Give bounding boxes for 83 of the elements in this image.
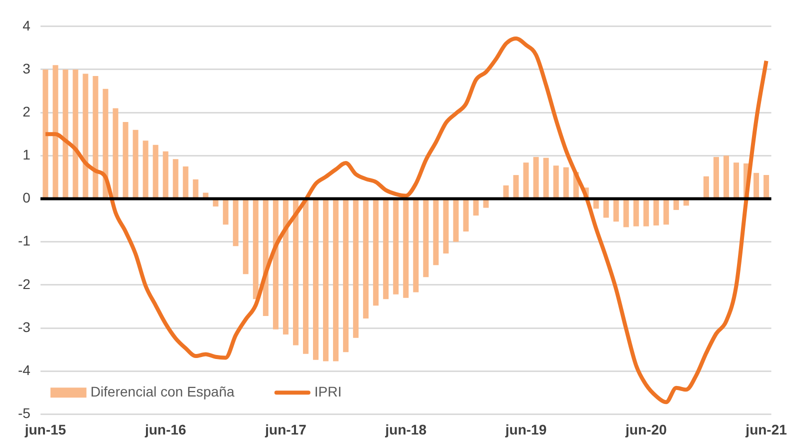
y-tick-label: 1: [22, 146, 31, 163]
bar: [503, 185, 509, 198]
legend-label: Diferencial con España: [90, 384, 235, 400]
bar: [533, 156, 539, 198]
bar: [42, 69, 48, 198]
y-tick-label: -5: [18, 405, 31, 422]
bar: [182, 166, 188, 198]
bar: [383, 200, 389, 300]
bar: [72, 69, 78, 198]
bar: [764, 175, 770, 198]
line-series: [43, 36, 768, 404]
x-tick-label: jun-16: [144, 421, 186, 438]
x-tick-label: jun-21: [744, 421, 788, 438]
bar: [162, 151, 168, 198]
bar: [553, 166, 559, 198]
bar: [132, 130, 138, 198]
bar: [292, 200, 298, 346]
x-tick-label: jun-15: [24, 421, 66, 438]
bar: [413, 200, 419, 292]
bar: [653, 200, 659, 226]
bar: [333, 200, 339, 362]
bar: [353, 200, 359, 338]
bar: [102, 88, 108, 198]
y-tick-label: -1: [18, 232, 31, 249]
bar: [453, 200, 459, 242]
bar: [82, 74, 88, 198]
bar: [323, 200, 329, 362]
bar: [663, 200, 669, 225]
bar: [52, 65, 58, 198]
legend-label: IPRI: [314, 384, 342, 400]
bar: [703, 176, 709, 198]
bar: [754, 172, 760, 198]
bar: [112, 108, 118, 198]
bar: [643, 200, 649, 226]
y-tick-label: 0: [22, 190, 31, 206]
bar: [172, 159, 178, 198]
x-tick-label: jun-19: [504, 421, 547, 438]
x-tick-label: jun-17: [264, 421, 307, 438]
bar: [463, 200, 469, 232]
bar: [142, 140, 148, 198]
bar: [62, 69, 68, 198]
bar: [713, 156, 719, 198]
bar: [92, 76, 98, 198]
bar: [443, 200, 449, 254]
bar: [543, 158, 549, 198]
bar: [513, 175, 519, 198]
y-tick-label: -3: [18, 318, 31, 335]
bar: [603, 200, 609, 218]
bar: [633, 200, 639, 226]
bar: [433, 200, 439, 266]
y-tick-label: 3: [22, 60, 31, 76]
x-tick-label: jun-18: [384, 421, 427, 438]
bar: [192, 179, 198, 198]
bar: [252, 200, 258, 300]
bar: [242, 200, 248, 274]
y-tick-label: 2: [22, 103, 31, 120]
bar: [623, 200, 629, 228]
bar: [734, 162, 740, 198]
bar: [282, 200, 288, 334]
bar: [202, 192, 208, 198]
bar: [393, 200, 399, 294]
bar: [272, 200, 278, 330]
bar: [423, 200, 429, 278]
bar: [403, 200, 409, 298]
bar: [363, 200, 369, 319]
bar: [613, 200, 619, 222]
bar: [523, 162, 529, 198]
bar: [152, 144, 158, 198]
bar: [723, 156, 729, 198]
y-tick-label: 4: [22, 17, 31, 34]
bar: [232, 200, 238, 246]
bar: [343, 200, 349, 352]
bar: [303, 200, 309, 354]
bar: [222, 200, 228, 225]
y-tick-label: -2: [18, 276, 31, 292]
bar: [563, 167, 569, 198]
bar: [673, 200, 679, 210]
y-tick-label: -4: [18, 362, 31, 378]
bar: [373, 200, 379, 306]
bar: [313, 200, 319, 360]
x-tick-label: jun-20: [624, 421, 667, 438]
bar: [473, 200, 479, 216]
bar: [122, 122, 128, 198]
